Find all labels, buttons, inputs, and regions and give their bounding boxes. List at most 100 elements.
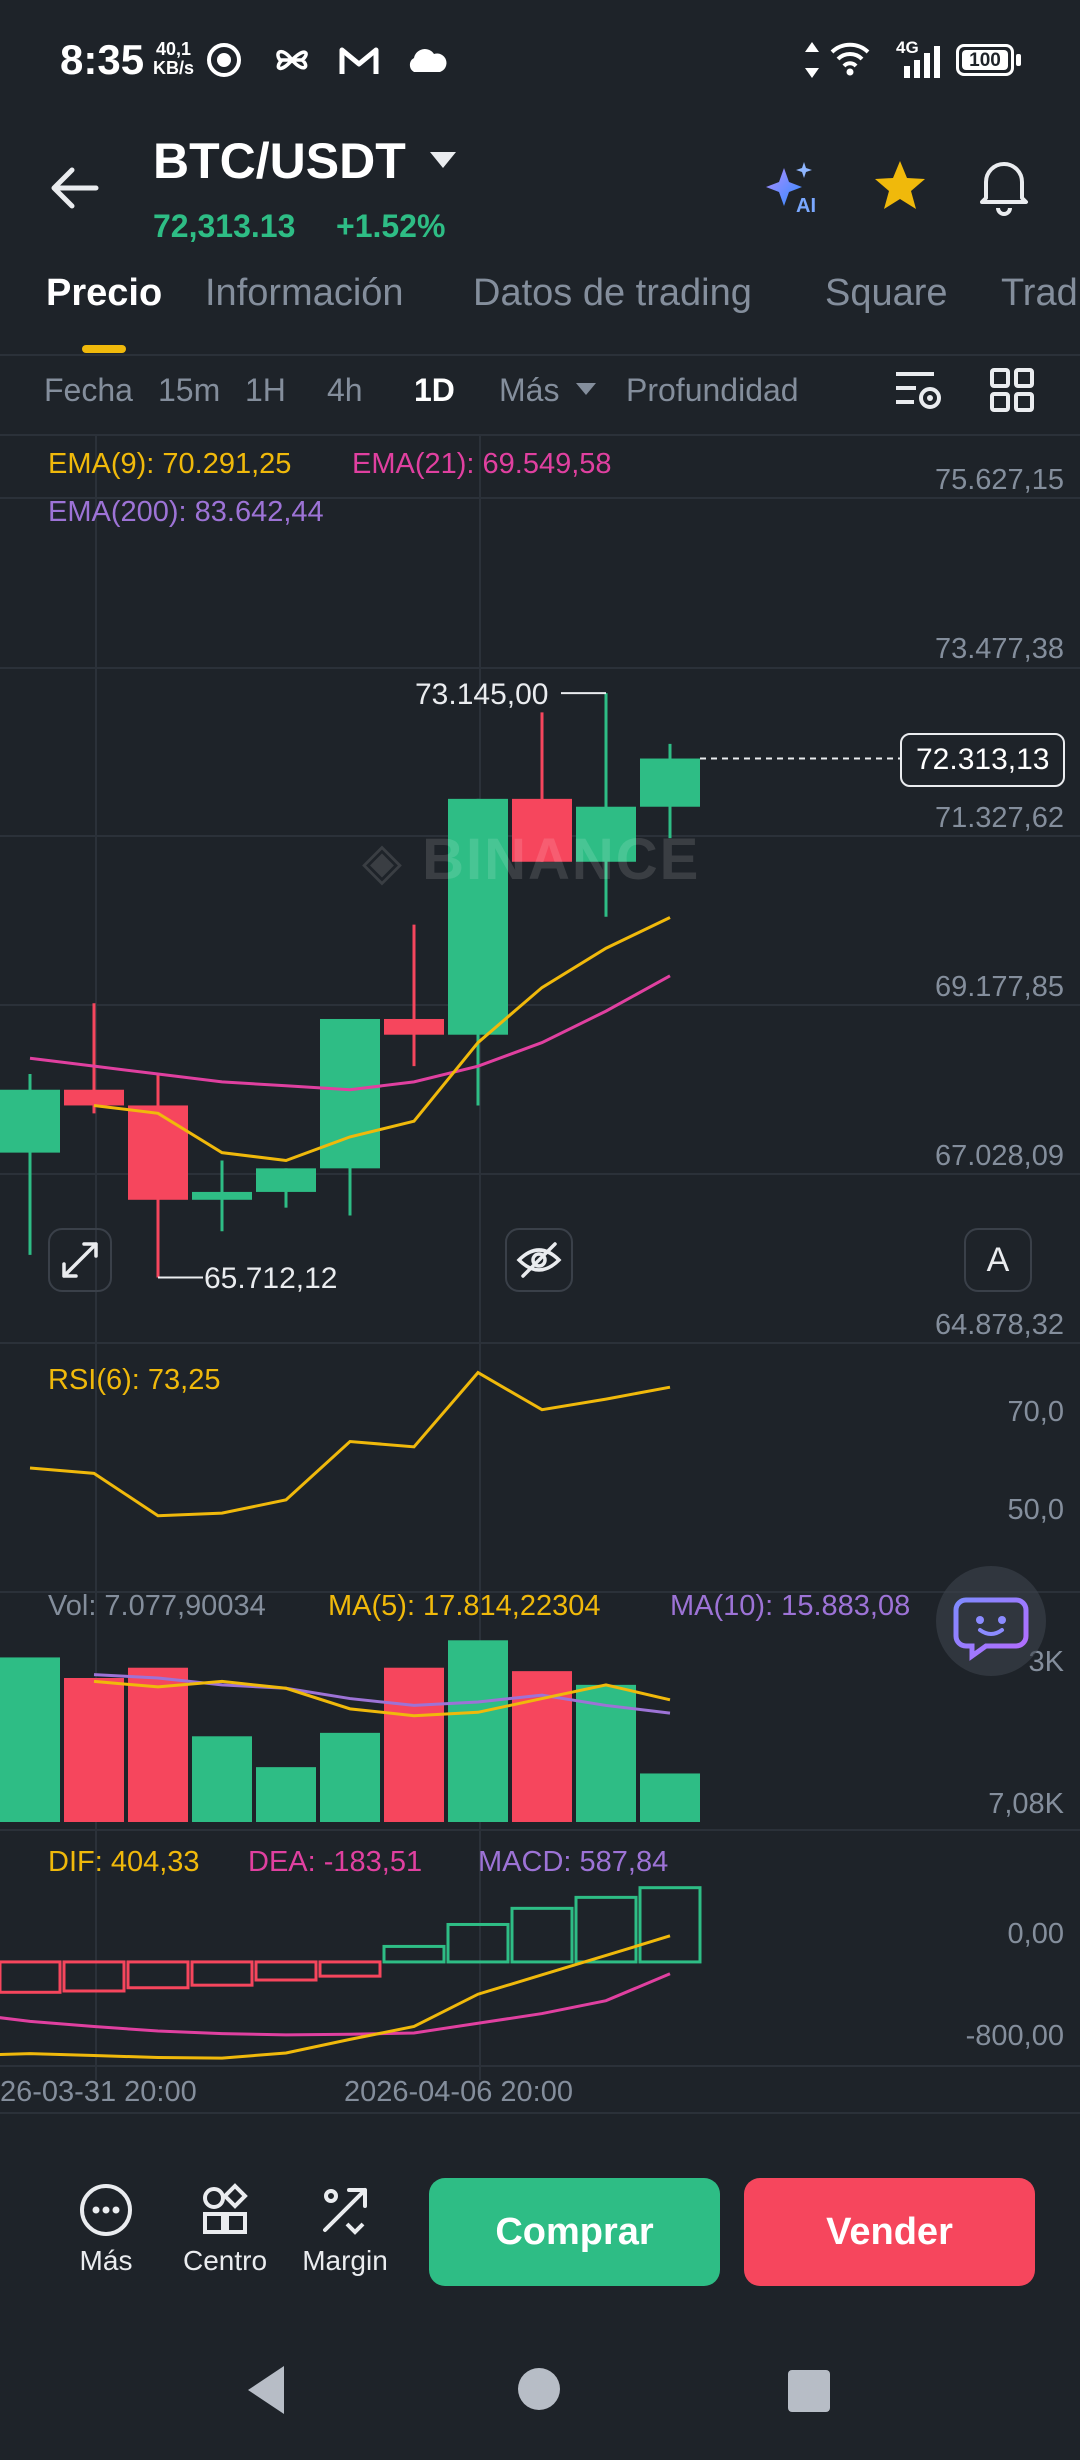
sell-button[interactable]: Vender xyxy=(744,2178,1035,2286)
dea-label: DEA: -183,51 xyxy=(248,1846,423,1878)
candle-body xyxy=(0,1089,60,1153)
candlestick-chart[interactable] xyxy=(0,436,1080,2116)
ma5-label: MA(5): 17.814,22304 xyxy=(328,1590,601,1622)
price-axis-label: 71.327,62 xyxy=(934,802,1064,834)
macd-axis-label: -800,00 xyxy=(965,2020,1064,2052)
macd-histogram-bar xyxy=(126,1960,190,1990)
binance-watermark: ◈ BINANCE xyxy=(362,826,700,893)
battery-level: 100 xyxy=(962,50,1008,71)
macd-histogram-bar xyxy=(510,1906,574,1964)
wifi-icon xyxy=(830,42,870,76)
ma10-label: MA(10): 15.883,08 xyxy=(670,1590,911,1622)
tab-precio[interactable]: Precio xyxy=(46,272,163,314)
candle-body xyxy=(512,798,572,862)
fullscreen-button[interactable] xyxy=(48,1228,112,1292)
battery-icon: 100 xyxy=(956,44,1014,76)
binance-logo-icon: ◈ xyxy=(362,833,404,891)
favorite-star-icon[interactable] xyxy=(872,158,928,214)
auto-scale-button[interactable]: A xyxy=(964,1228,1032,1292)
system-navigation-bar xyxy=(0,2320,1080,2460)
network-speed-value: 40,1 xyxy=(155,39,192,59)
macd-histogram-bar xyxy=(254,1960,318,1982)
margin-button[interactable]: Margin xyxy=(295,2180,395,2277)
network-speed-unit: KB/s xyxy=(153,58,195,78)
high-price-label: 73.145,00 xyxy=(415,678,549,711)
more-button-label: Más xyxy=(79,2245,133,2276)
ema9-label: EMA(9): 70.291,25 xyxy=(48,448,292,480)
volume-bar xyxy=(320,1732,380,1822)
interval-depth[interactable]: Profundidad xyxy=(626,372,799,408)
interval-1d[interactable]: 1D xyxy=(414,372,455,408)
back-arrow-icon[interactable] xyxy=(46,160,102,216)
candle-body xyxy=(192,1191,252,1200)
interval-fecha[interactable]: Fecha xyxy=(44,372,133,408)
price-axis-label: 67.028,09 xyxy=(934,1140,1064,1172)
volume-bar xyxy=(640,1773,700,1822)
volume-bar xyxy=(448,1640,508,1822)
time-axis-label: 26-03-31 20:00 xyxy=(0,2076,197,2108)
volume-axis-label: 7,08K xyxy=(988,1788,1064,1820)
macd-histogram-bar xyxy=(0,1960,62,1994)
assistant-face-icon xyxy=(953,1597,1029,1661)
buy-button[interactable]: Comprar xyxy=(429,2178,720,2286)
interval-1h[interactable]: 1H xyxy=(245,372,286,408)
macd-histogram-bar xyxy=(190,1960,254,1987)
tab-trading[interactable]: Trad xyxy=(1001,272,1078,314)
volume-ma10-line xyxy=(93,1673,671,1715)
apps-icon xyxy=(203,2183,248,2234)
candle-body xyxy=(640,758,700,807)
ema200-label: EMA(200): 83.642,44 xyxy=(48,496,324,528)
nav-recents-icon[interactable] xyxy=(786,2368,832,2414)
indicator-settings-icon[interactable] xyxy=(894,368,942,412)
price-change: +1.52% xyxy=(336,208,446,244)
ema9-line xyxy=(93,916,671,1163)
network-type: 4G xyxy=(896,38,919,57)
macd-axis-label: 0,00 xyxy=(1007,1918,1064,1950)
macd-histogram-bar xyxy=(574,1895,638,1964)
record-icon xyxy=(207,43,241,77)
candle-body xyxy=(128,1105,188,1200)
rsi-line xyxy=(29,1370,671,1518)
nav-home-icon[interactable] xyxy=(516,2366,562,2412)
assistant-floating-button[interactable] xyxy=(936,1566,1046,1676)
signal-icon xyxy=(904,46,940,78)
hide-indicators-button[interactable] xyxy=(505,1228,573,1292)
notification-bell-icon[interactable] xyxy=(976,156,1032,216)
time-axis-label: 2026-04-06 20:00 xyxy=(344,2076,573,2108)
interval-15m[interactable]: 15m xyxy=(158,372,221,408)
pinwheel-icon xyxy=(276,49,308,71)
interval-4h[interactable]: 4h xyxy=(327,372,363,408)
interval-more[interactable]: Más xyxy=(499,372,560,408)
tab-informacion[interactable]: Información xyxy=(205,272,404,314)
candle-body xyxy=(448,798,508,1035)
ai-sparkle-icon[interactable]: AI xyxy=(764,160,824,216)
more-dropdown-icon[interactable] xyxy=(575,382,597,396)
macd-label: MACD: 587,84 xyxy=(478,1846,669,1878)
price-axis-label: 75.627,15 xyxy=(934,464,1064,496)
more-dots-icon xyxy=(80,2184,132,2236)
volume-bar xyxy=(192,1736,252,1822)
pair-title[interactable]: BTC/USDT xyxy=(153,133,406,189)
macd-histogram-bar xyxy=(318,1960,382,1978)
ema21-label: EMA(21): 69.549,58 xyxy=(352,448,612,480)
active-tab-indicator xyxy=(82,345,126,353)
volume-bar xyxy=(64,1678,124,1822)
rsi-axis-label: 70,0 xyxy=(1007,1396,1064,1428)
volume-bar xyxy=(128,1667,188,1822)
volume-bar xyxy=(0,1657,60,1822)
pair-dropdown-icon[interactable] xyxy=(428,150,458,170)
tab-datos-de-trading[interactable]: Datos de trading xyxy=(473,272,752,314)
gmail-icon xyxy=(339,47,379,74)
status-bar: 8:35 40,1 KB/s 4G 100 xyxy=(0,0,1080,120)
grid-layout-icon[interactable] xyxy=(990,368,1034,412)
center-button[interactable]: Centro xyxy=(175,2180,275,2277)
volume-ma5-line xyxy=(93,1679,671,1718)
tab-square[interactable]: Square xyxy=(825,272,948,314)
low-price-label: 65.712,12 xyxy=(204,1262,338,1295)
last-price: 72,313.13 xyxy=(153,208,296,244)
eye-off-icon xyxy=(516,1242,562,1278)
nav-back-icon[interactable] xyxy=(244,2364,288,2416)
volume-label: Vol: 7.077,90034 xyxy=(48,1590,266,1622)
svg-text:AI: AI xyxy=(796,195,816,216)
more-button[interactable]: Más xyxy=(56,2180,156,2277)
